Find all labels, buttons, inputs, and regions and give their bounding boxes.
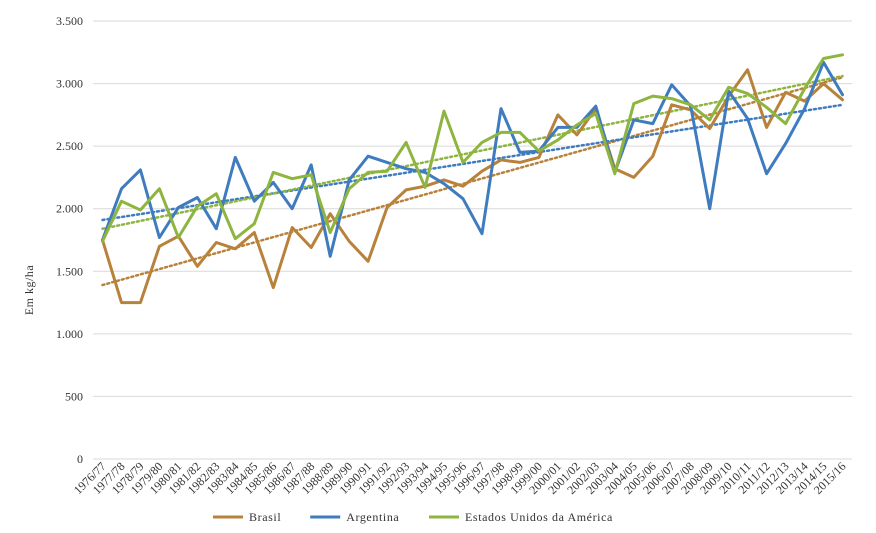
legend-item: Brasil: [213, 510, 281, 524]
series-line: [101, 53, 844, 243]
trend-line: [101, 103, 844, 222]
series-line: [101, 60, 844, 258]
legend-label: Brasil: [249, 510, 281, 524]
trend-line: [101, 76, 844, 287]
legend-item: Estados Unidos da América: [429, 510, 613, 524]
y-tick-label: 1.500: [56, 264, 83, 278]
y-tick-label: 2.000: [56, 202, 83, 216]
series-lines: [101, 53, 844, 305]
y-tick-label: 500: [65, 389, 83, 403]
x-axis-ticks: 1976/771977/781978/791979/801980/811981/…: [71, 459, 849, 497]
legend-item: Argentina: [310, 510, 399, 524]
y-tick-label: 3.000: [56, 77, 83, 91]
y-tick-label: 1.000: [56, 327, 83, 341]
legend-label: Estados Unidos da América: [465, 510, 613, 524]
y-axis-label: Em kg/ha: [22, 265, 36, 315]
gridlines: [93, 20, 852, 460]
legend-label: Argentina: [346, 510, 399, 524]
y-axis-ticks: 0 500 1.000 1.500 2.000 2.500 3.000 3.500: [56, 14, 83, 466]
legend: Brasil Argentina Estados Unidos da América: [213, 510, 613, 524]
y-tick-label: 0: [77, 452, 83, 466]
series-line: [101, 68, 844, 305]
y-tick-label: 3.500: [56, 14, 83, 28]
y-tick-label: 2.500: [56, 139, 83, 153]
